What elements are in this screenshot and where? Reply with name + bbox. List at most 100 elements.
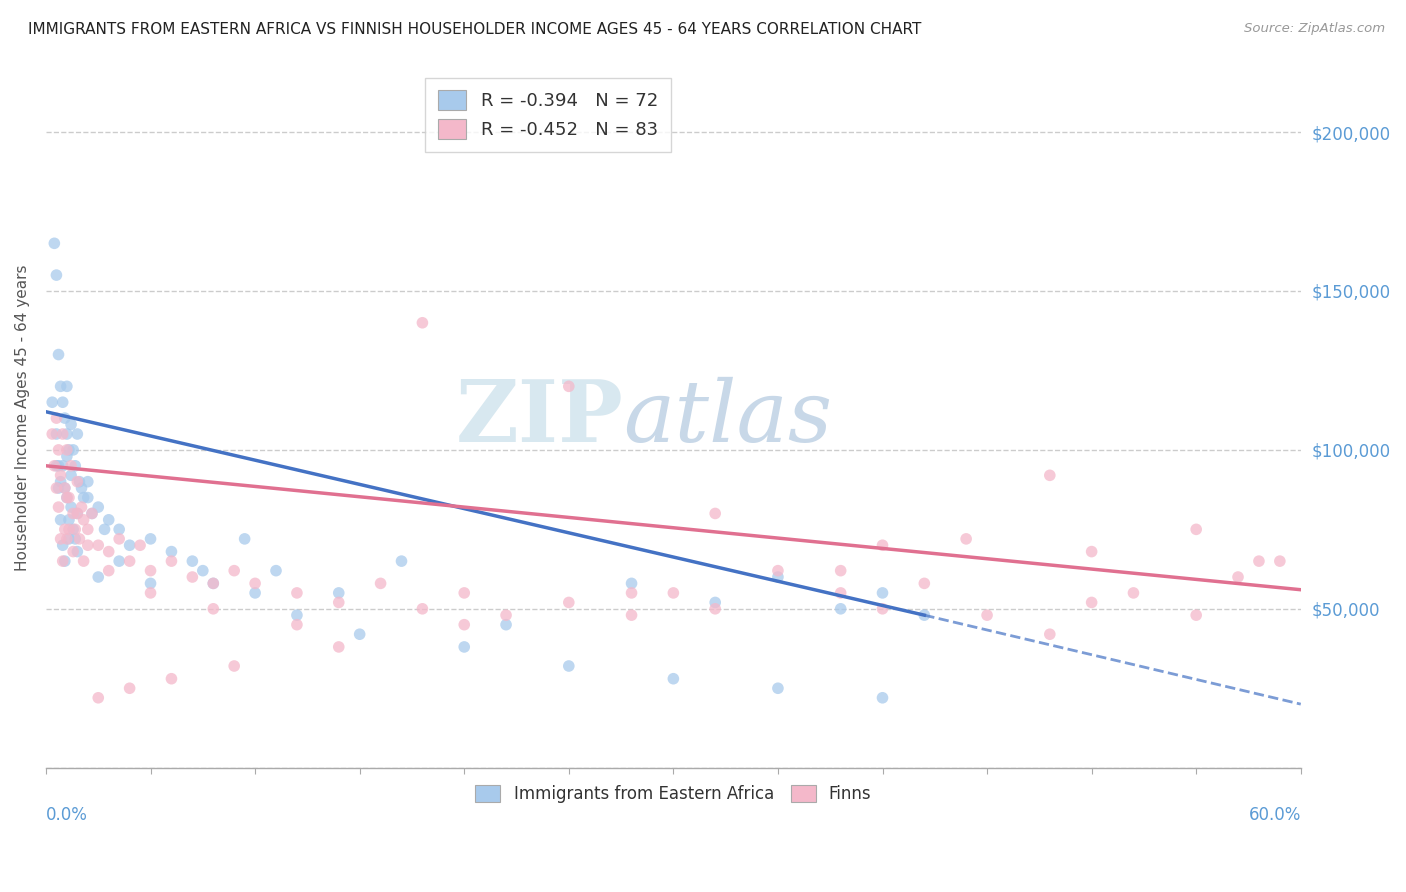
Point: [766, 564, 789, 578]
Point: [558, 659, 581, 673]
Point: [49, 513, 72, 527]
Point: [80, 507, 103, 521]
Point: [70, 481, 93, 495]
Text: ZIP: ZIP: [456, 376, 623, 460]
Point: [76, 475, 98, 489]
Point: [66, 544, 89, 558]
Point: [45, 458, 67, 473]
Point: [955, 532, 977, 546]
Point: [160, 554, 183, 568]
Point: [1227, 570, 1250, 584]
Point: [80, 507, 103, 521]
Point: [65, 522, 87, 536]
Point: [620, 586, 643, 600]
Point: [118, 554, 141, 568]
Point: [411, 316, 433, 330]
Point: [53, 554, 76, 568]
Point: [45, 411, 67, 425]
Point: [56, 532, 79, 546]
Point: [52, 554, 75, 568]
Point: [53, 481, 76, 495]
Point: [160, 544, 183, 558]
Point: [60, 417, 83, 432]
Point: [66, 475, 89, 489]
Point: [139, 586, 162, 600]
Point: [191, 564, 214, 578]
Point: [48, 481, 70, 495]
Point: [52, 395, 75, 409]
Point: [620, 576, 643, 591]
Point: [67, 475, 90, 489]
Point: [60, 468, 83, 483]
Point: [1185, 522, 1208, 536]
Point: [830, 586, 852, 600]
Point: [56, 379, 79, 393]
Point: [76, 538, 98, 552]
Point: [41, 395, 63, 409]
Point: [872, 690, 894, 705]
Point: [45, 481, 67, 495]
Point: [60, 458, 83, 473]
Point: [72, 554, 94, 568]
Point: [766, 570, 789, 584]
Point: [766, 681, 789, 696]
Text: 60.0%: 60.0%: [1249, 806, 1301, 824]
Point: [704, 602, 727, 616]
Point: [139, 564, 162, 578]
Point: [453, 617, 475, 632]
Point: [76, 522, 98, 536]
Point: [45, 427, 67, 442]
Point: [66, 507, 89, 521]
Point: [56, 449, 79, 463]
Point: [108, 532, 131, 546]
Point: [202, 602, 225, 616]
Point: [97, 513, 120, 527]
Point: [1080, 544, 1102, 558]
Point: [704, 595, 727, 609]
Point: [1185, 608, 1208, 623]
Point: [830, 564, 852, 578]
Point: [328, 595, 350, 609]
Point: [1122, 586, 1144, 600]
Point: [558, 595, 581, 609]
Point: [70, 500, 93, 514]
Point: [44, 458, 66, 473]
Point: [118, 538, 141, 552]
Point: [52, 427, 75, 442]
Point: [62, 442, 84, 457]
Point: [370, 576, 392, 591]
Point: [872, 586, 894, 600]
Point: [48, 500, 70, 514]
Point: [1268, 554, 1291, 568]
Point: [49, 468, 72, 483]
Point: [49, 379, 72, 393]
Point: [912, 608, 935, 623]
Point: [66, 507, 89, 521]
Point: [87, 570, 110, 584]
Point: [72, 491, 94, 505]
Point: [44, 236, 66, 251]
Point: [56, 491, 79, 505]
Point: [67, 532, 90, 546]
Point: [56, 491, 79, 505]
Point: [53, 411, 76, 425]
Point: [87, 500, 110, 514]
Text: IMMIGRANTS FROM EASTERN AFRICA VS FINNISH HOUSEHOLDER INCOME AGES 45 - 64 YEARS : IMMIGRANTS FROM EASTERN AFRICA VS FINNIS…: [28, 22, 921, 37]
Point: [53, 522, 76, 536]
Point: [65, 458, 87, 473]
Point: [139, 532, 162, 546]
Point: [285, 608, 308, 623]
Point: [49, 475, 72, 489]
Point: [495, 617, 517, 632]
Point: [62, 544, 84, 558]
Point: [53, 481, 76, 495]
Point: [872, 538, 894, 552]
Point: [411, 602, 433, 616]
Point: [243, 576, 266, 591]
Point: [58, 442, 80, 457]
Point: [52, 538, 75, 552]
Point: [58, 513, 80, 527]
Point: [60, 500, 83, 514]
Point: [224, 564, 246, 578]
Point: [495, 608, 517, 623]
